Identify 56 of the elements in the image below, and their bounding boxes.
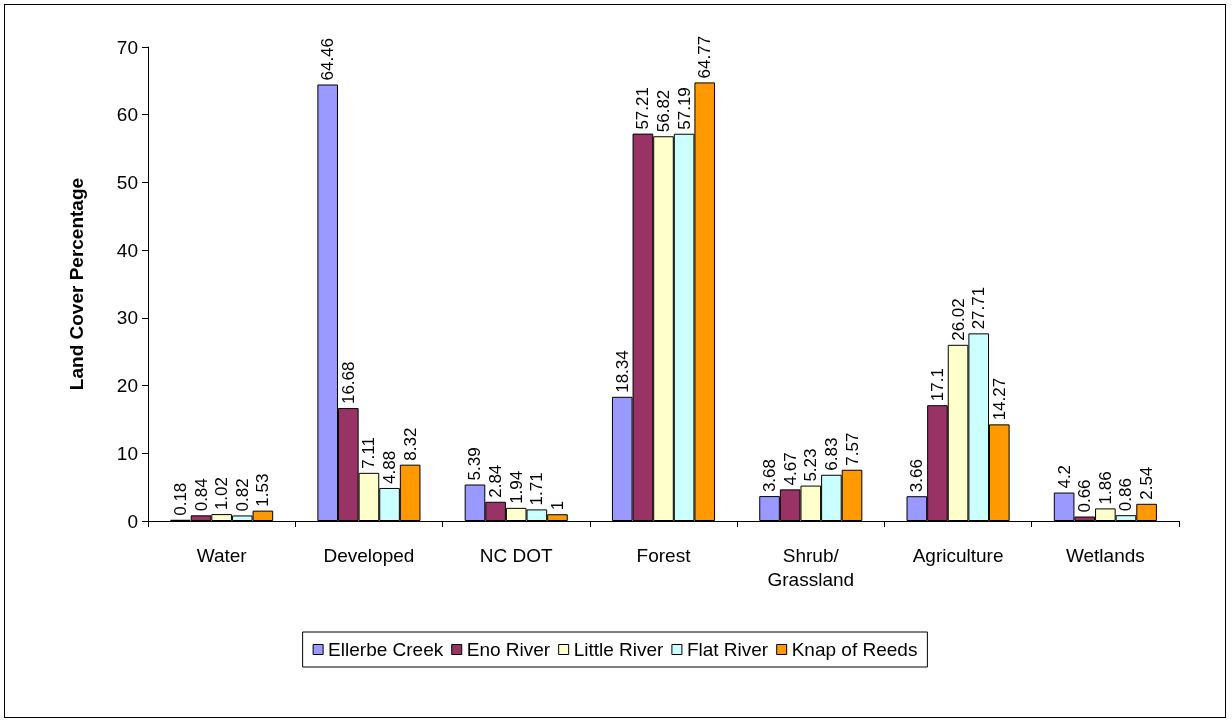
x-tick-label: Water [196, 544, 248, 566]
y-tick-label: 0 [127, 510, 138, 532]
data-label: 14.27 [989, 377, 1009, 421]
y-tick-label: 40 [116, 239, 138, 261]
x-tick-label: Forest [636, 544, 692, 566]
data-label: 1.53 [253, 473, 273, 507]
data-label: 2.84 [486, 464, 506, 498]
data-label: 3.66 [907, 459, 927, 493]
y-tick-label: 70 [116, 36, 138, 58]
data-label: 57.19 [674, 87, 694, 130]
legend-label: Ellerbe Creek [328, 639, 444, 660]
data-label: 1.86 [1095, 471, 1115, 505]
legend-label: Eno River [466, 639, 551, 660]
data-label: 4.67 [780, 452, 800, 486]
x-tick-label: Agriculture [912, 544, 1004, 566]
data-label: 57.21 [633, 87, 653, 130]
data-label: 4.88 [380, 450, 400, 484]
legend-label: Knap of Reeds [791, 639, 918, 660]
x-tick-label: NC DOT [479, 544, 554, 566]
data-label: 6.83 [821, 437, 841, 471]
data-label: 64.77 [695, 35, 715, 79]
data-label: 7.11 [359, 437, 379, 469]
y-tick-label: 20 [116, 375, 138, 397]
data-label: 1.71 [527, 472, 547, 506]
legend-label: Flat River [686, 639, 769, 660]
data-label: 0.66 [1075, 479, 1095, 513]
data-label: 5.39 [465, 447, 485, 481]
data-label: 26.02 [948, 298, 968, 341]
data-label: 27.71 [969, 286, 989, 330]
data-label: 0.84 [191, 478, 211, 512]
data-label: 56.82 [654, 89, 673, 133]
data-label: 18.34 [612, 350, 632, 393]
data-label: 0.82 [232, 478, 252, 512]
data-label: 8.32 [400, 427, 420, 461]
data-label: 1 [547, 500, 567, 511]
data-label: 4.2 [1054, 464, 1074, 489]
y-tick-label: 10 [116, 442, 138, 464]
data-label: 0.86 [1116, 478, 1136, 512]
x-tick-label: Developed [323, 544, 415, 566]
data-label: 2.54 [1137, 466, 1157, 500]
data-label: 1.02 [212, 477, 232, 511]
data-label: 0.18 [170, 482, 190, 516]
data-label: 3.68 [760, 458, 780, 493]
data-label: 64.46 [318, 37, 338, 81]
data-label: 7.57 [842, 432, 862, 466]
legend-label: Little River [573, 639, 665, 660]
x-tick-label: Shrub/ Grassland [767, 544, 855, 590]
data-label: 5.23 [801, 448, 821, 482]
x-tick-label: Wetlands [1065, 544, 1145, 566]
y-tick-label: 60 [116, 104, 138, 126]
y-tick-label: 50 [116, 171, 138, 193]
data-label: 1.94 [506, 470, 526, 504]
y-axis-title: Land Cover Percentage [66, 177, 87, 391]
y-tick-label: 30 [116, 307, 138, 329]
data-label: 16.68 [338, 361, 358, 405]
data-label: 17.1 [927, 368, 947, 402]
